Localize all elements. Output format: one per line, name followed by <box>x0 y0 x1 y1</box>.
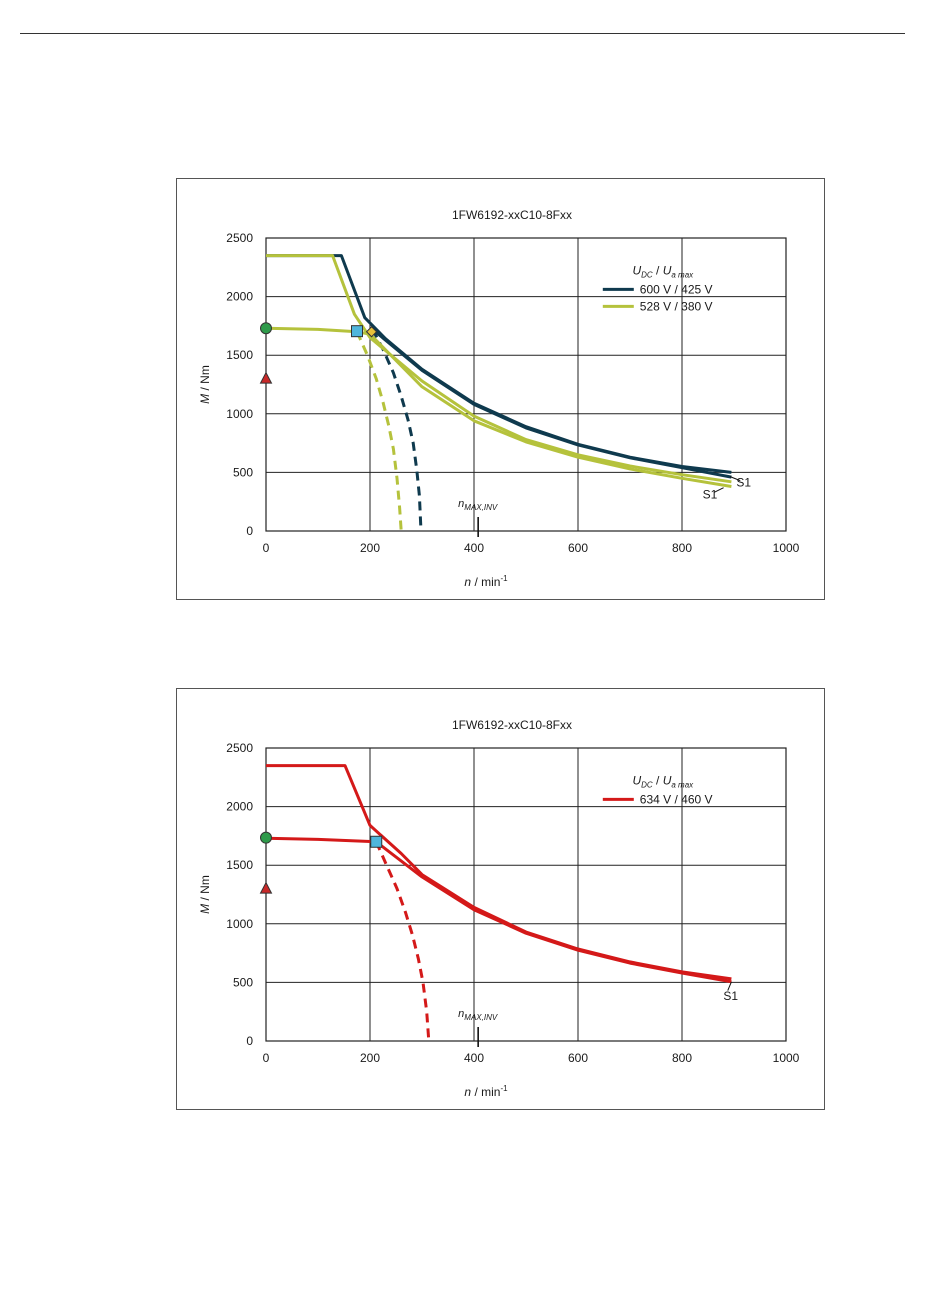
series-line-solid <box>265 836 732 984</box>
y-tick-label: 2000 <box>226 290 253 304</box>
marker-square <box>351 325 363 338</box>
x-tick-label: 800 <box>672 1051 692 1065</box>
page-top-rule <box>20 33 905 34</box>
legend-label: 634 V / 460 V <box>640 792 713 806</box>
y-tick-label: 0 <box>246 524 253 538</box>
y-tick-label: 2500 <box>226 741 253 755</box>
marker-triangle <box>259 881 273 894</box>
x-tick-label: 800 <box>672 541 692 555</box>
torque-speed-chart-1: 1FW6192-xxC10-8Fxx 0 200 400 600 800 1000 0 500 1… <box>198 208 800 589</box>
legend-label: 600 V / 425 V <box>640 282 713 296</box>
x-tick-label: 200 <box>360 541 380 555</box>
y-axis-label: M / Nm <box>198 875 212 914</box>
legend-header: UDC / Ua max <box>632 263 694 279</box>
series-line-dashed <box>355 331 403 532</box>
y-tick-label: 2500 <box>226 231 253 245</box>
curve-label-s1: S1 <box>703 488 718 502</box>
y-tick-label: 0 <box>246 1034 253 1048</box>
x-tick-label: 0 <box>263 541 270 555</box>
y-tick-label: 500 <box>233 465 253 479</box>
x-tick-label: 1000 <box>773 541 800 555</box>
marker-circle <box>260 831 272 844</box>
curve-label-leader <box>727 981 732 991</box>
y-tick-label: 2000 <box>226 800 253 814</box>
chart-frame-1: 1FW6192-xxC10-8Fxx 0 200 400 600 800 1000 0 500 1… <box>176 178 825 600</box>
marker-triangle <box>259 371 273 384</box>
chart-title: 1FW6192-xxC10-8Fxx <box>452 208 572 222</box>
y-axis-label: M / Nm <box>198 365 212 404</box>
curve-label-leader <box>729 476 741 482</box>
torque-speed-chart-2: 1FW6192-xxC10-8Fxx 0 200 400 600 800 1000 0 500 1… <box>198 718 800 1099</box>
nmax-inv-label: nMAX,INV <box>458 1008 498 1022</box>
series-line-dashed <box>371 328 423 532</box>
plot-area-border <box>265 237 787 532</box>
y-tick-label: 500 <box>233 975 253 989</box>
marker-diamond <box>365 326 378 338</box>
y-tick-label: 1000 <box>226 917 253 931</box>
legend-header: UDC / Ua max <box>632 773 694 789</box>
chart-title: 1FW6192-xxC10-8Fxx <box>452 718 572 732</box>
series-line-solid <box>371 328 732 479</box>
chart-frame-2: 1FW6192-xxC10-8Fxx 0 200 400 600 800 1000 0 500 1… <box>176 688 825 1110</box>
y-tick-label: 1000 <box>226 407 253 421</box>
series-1 <box>266 254 732 532</box>
x-tick-label: 1000 <box>773 1051 800 1065</box>
x-axis-label: n / min-1 <box>464 574 508 589</box>
series-2 <box>265 254 732 532</box>
marker-circle <box>260 322 272 335</box>
series-line-solid <box>266 254 732 484</box>
x-tick-label: 400 <box>464 541 484 555</box>
curve-label-s1: S1 <box>723 989 738 1003</box>
y-tick-label: 1500 <box>226 858 253 872</box>
nmax-inv-label: nMAX,INV <box>458 498 498 512</box>
curve-label-s1: S1 <box>736 475 751 489</box>
series-line-dashed <box>374 841 431 1042</box>
curve-label-leader <box>714 487 724 493</box>
x-tick-label: 400 <box>464 1051 484 1065</box>
series-line-solid <box>265 326 732 488</box>
y-tick-label: 1500 <box>226 348 253 362</box>
x-tick-label: 200 <box>360 1051 380 1065</box>
marker-square <box>370 835 383 848</box>
plot-area-border <box>265 747 787 1042</box>
legend-label: 528 V / 380 V <box>640 299 713 313</box>
x-tick-label: 0 <box>263 1051 270 1065</box>
x-axis-label: n / min-1 <box>464 1084 508 1099</box>
x-tick-label: 600 <box>568 1051 588 1065</box>
series-1 <box>265 764 732 1042</box>
x-tick-label: 600 <box>568 541 588 555</box>
